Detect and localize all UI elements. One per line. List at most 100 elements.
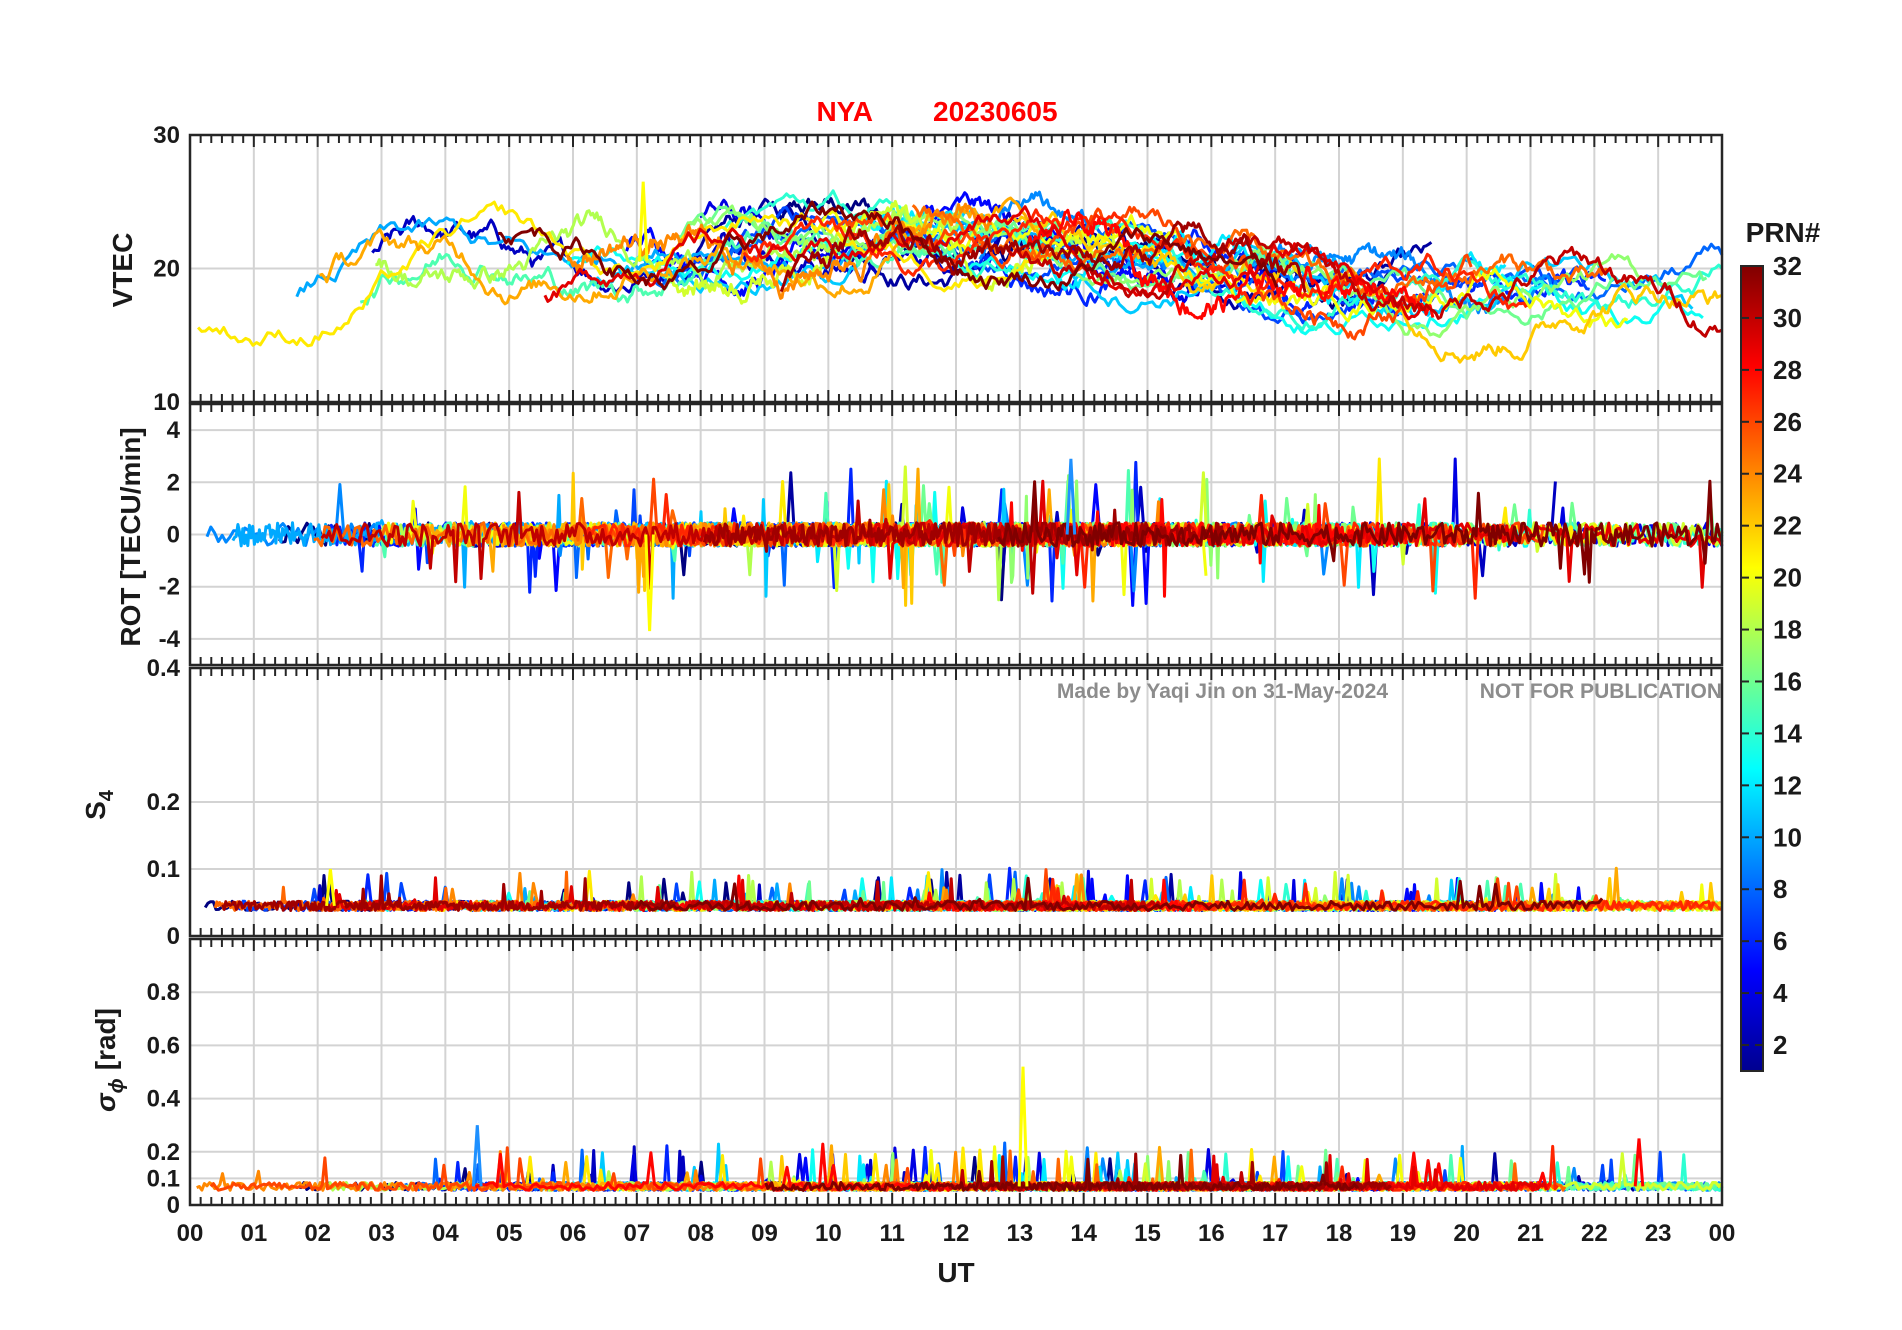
rot-peak [644,534,655,632]
s4-ytick-label: 0.1 [147,856,180,883]
sigma-peak [471,1125,483,1187]
colorbar-tick-label: 14 [1773,718,1802,748]
colorbar-tick-label: 4 [1773,978,1788,1008]
sigma-ytick-label: 0.8 [147,979,180,1006]
vtec-trace-prn-29 [543,205,1424,321]
s4-ytick-label: 0.4 [147,655,181,682]
colorbar-tick-label: 20 [1773,563,1802,593]
colorbar-tick-label: 2 [1773,1030,1787,1060]
x-tick-label: 14 [1070,1220,1097,1247]
vtec-panel: 10 20 30 [153,122,1724,416]
s4-ylabel-main: S [80,801,111,820]
colorbar-tick-label: 26 [1773,407,1802,437]
s4-ytick-label: 0 [167,923,180,950]
colorbar-tick-label: 30 [1773,303,1802,333]
x-tick-label: 20 [1453,1220,1480,1247]
x-tick-label: 07 [623,1220,650,1247]
x-tick-label: 22 [1581,1220,1608,1247]
rot-trace-prn-32 [997,479,1724,584]
rot-peak [1065,458,1077,535]
s4-peak [325,868,336,907]
vtec-trace-prn-26 [833,205,1473,341]
vtec-trace-prn-31 [779,220,1307,293]
vtec-trace-prn-25 [911,204,1610,300]
vtec-trace-prn-21 [196,200,1297,348]
sigma-peak [1633,1138,1645,1187]
colorbar-tick-label: 6 [1773,926,1787,956]
sigma-trace-prn-32 [764,1153,1360,1192]
x-tick-label: 13 [1006,1220,1033,1247]
x-tick-label: 11 [879,1220,904,1247]
s4-ytick-label: 0.2 [147,789,180,816]
sigma-panel: 00.10.2 0.4 0.6 0.8 [147,937,1724,1219]
rot-ylabel: ROT [TECU/min] [115,427,146,646]
x-tick-label: 05 [496,1220,523,1247]
x-tick-labels: 00 01 02 03 04 05 06 07 08 09 10 11 12 13 14 15 16 17 18 19… [177,1220,1736,1247]
x-tick-label: 02 [304,1220,331,1247]
rot-ytick-label: 0 [167,522,180,549]
x-tick-label: 19 [1389,1220,1416,1247]
x-tick-label: 16 [1198,1220,1225,1247]
vtec-trace-prn-32 [498,200,1279,292]
vtec-ytick-label: 10 [153,389,180,416]
sigma-ytick-label: 0.6 [147,1032,180,1059]
rot-ytick-label: 4 [167,417,181,444]
x-tick-label: 23 [1645,1220,1672,1247]
sigma-peak [1017,1066,1029,1187]
colorbar-tick-label: 18 [1773,615,1802,645]
chart-title-date: 20230605 [933,96,1058,127]
rot-ytick-label: 2 [167,469,180,496]
s4-trace-prn-31 [221,874,677,912]
x-tick-label: 10 [815,1220,842,1247]
sigma-ytick-label: 0.1 [147,1165,180,1192]
colorbar-tick-label: 32 [1773,251,1802,281]
vtec-ytick-label: 30 [153,122,180,149]
chart-title-station: NYA [816,96,873,127]
colorbar [1740,265,1764,1072]
sigma-ylabel-sub: ϕ [106,1078,128,1093]
x-tick-label: 09 [751,1220,778,1247]
vtec-ylabel: VTEC [107,233,138,308]
colorbar-tick-label: 24 [1773,459,1802,489]
vtec-trace-prn-28 [1025,208,1435,321]
watermark-author: Made by Yaqi Jin on 31-May-2024 [1057,680,1388,703]
x-tick-label: 03 [368,1220,395,1247]
x-tick-label: 08 [687,1220,714,1247]
vtec-trace-prn-30 [1005,235,1723,338]
x-tick-label: 00 [1709,1220,1736,1247]
s4-ylabel-sub: 4 [96,789,118,801]
colorbar-tick-label: 22 [1773,511,1802,541]
sigma-ytick-label: 0 [167,1192,180,1219]
rot-ytick-label: -4 [159,626,181,653]
sigma-ytick-label: 0.4 [147,1086,181,1113]
vtec-peak [637,181,649,262]
sigma-ylabel-main: σ [90,1092,121,1112]
x-tick-label: 00 [177,1220,204,1247]
colorbar-tick-label: 10 [1773,822,1802,852]
sigma-ytick-label: 0.2 [147,1139,180,1166]
sigma-ylabel: σϕ [rad] [90,1008,128,1112]
colorbar-tick-label: 12 [1773,770,1802,800]
x-tick-label: 06 [560,1220,587,1247]
colorbar-tick-label: 8 [1773,874,1787,904]
vtec-ytick-label: 20 [153,256,180,283]
s4-panel: 0 0.1 0.2 0.4 [147,655,1724,950]
sigma-ylabel-unit: [rad] [90,1008,121,1070]
x-tick-label: 17 [1262,1220,1289,1247]
x-tick-label: 21 [1517,1220,1544,1247]
colorbar-tick-label: 16 [1773,666,1802,696]
watermark-notice: NOT FOR PUBLICATION [1480,680,1722,703]
x-tick-label: 12 [943,1220,970,1247]
vtec-trace-prn-14 [722,189,1724,332]
x-tick-label: 15 [1134,1220,1161,1247]
colorbar-tick-label: 28 [1773,355,1802,385]
s4-trace-prn-32 [633,876,1604,912]
x-tick-label: 18 [1326,1220,1353,1247]
s4-ylabel: S4 [80,789,118,820]
x-axis-label: UT [937,1257,974,1288]
rot-panel: -4 -2 0 2 4 [159,402,1724,667]
colorbar-title: PRN# [1746,217,1821,248]
rot-ytick-label: -2 [159,574,180,601]
